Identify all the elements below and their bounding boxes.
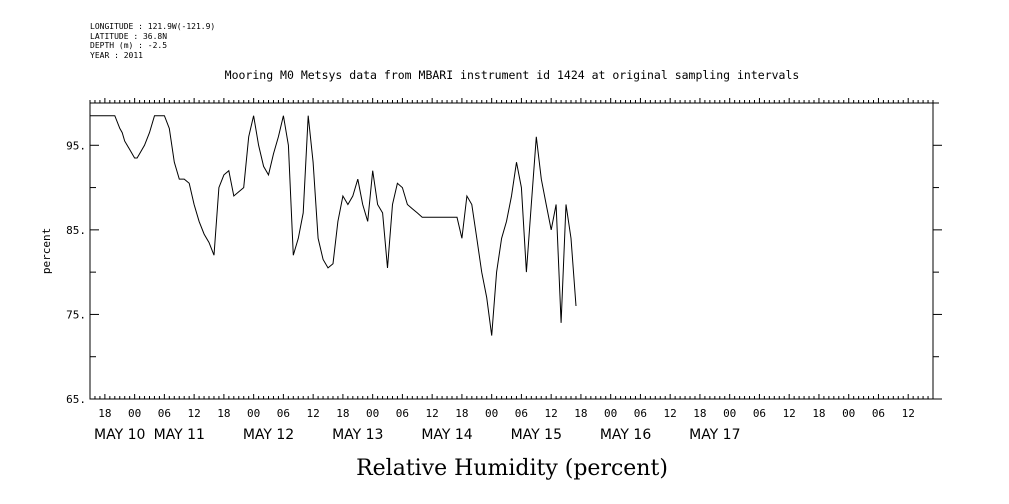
y-tick-label: 95. [66,139,86,152]
x-tick-label: 00 [366,407,379,420]
y-tick-label: 85. [66,224,86,237]
x-tick-label: 12 [545,407,558,420]
x-tick-label: 12 [783,407,796,420]
latitude-text: LATITUDE : 36.8N [90,31,168,41]
x-tick-label: 12 [426,407,439,420]
x-tick-label: 00 [247,407,260,420]
x-day-label: MAY 16 [600,427,651,443]
plot-frame [89,102,934,400]
y-tick-label: 75. [66,308,86,321]
x-tick-label: 00 [604,407,617,420]
x-day-label: MAY 17 [689,427,740,443]
x-tick-label: 06 [872,407,885,420]
x-day-label: MAY 12 [243,427,294,443]
x-day-label: MAY 10 [94,427,145,443]
x-tick-label: 18 [336,407,349,420]
y-axis-right [933,102,942,400]
x-axis: 18 00 06 12 18 00 06 12 18 00 06 12 18 00 06 12 18 00 06 12… [94,407,915,443]
x-tick-label: 00 [128,407,141,420]
x-tick-label: 12 [188,407,201,420]
x-day-label: MAY 15 [511,427,562,443]
depth-text: DEPTH (m) : -2.5 [90,41,168,50]
x-tick-label: 12 [307,407,320,420]
x-tick-label: 00 [723,407,736,420]
humidity-series-line [90,115,577,336]
x-tick-label: 18 [574,407,587,420]
x-day-label: MAY 13 [332,427,383,443]
x-day-label: MAY 14 [421,427,472,443]
y-axis-label: percent [40,228,53,274]
x-tick-label: 06 [515,407,528,420]
x-tick-label: 18 [455,407,468,420]
x-tick-label: 18 [98,407,111,420]
year-text: YEAR : 2011 [90,50,143,60]
longitude-text: LONGITUDE : 121.9W(-121.9) [90,22,216,31]
x-tick-label: 18 [217,407,230,420]
x-tick-label: 18 [812,407,825,420]
x-tick-label: 12 [664,407,677,420]
y-axis-left: 65. 75. 85. 95. [66,102,99,406]
x-tick-label: 06 [158,407,171,420]
x-day-label: MAY 11 [154,427,205,443]
x-tick-label: 06 [753,407,766,420]
x-tick-label: 00 [485,407,498,420]
x-tick-label: 18 [693,407,706,420]
y-tick-label: 65. [66,393,86,406]
x-tick-label: 06 [634,407,647,420]
x-tick-label: 12 [902,407,915,420]
chart-title: Mooring M0 Metsys data from MBARI instru… [225,68,800,82]
x-axis-label: Relative Humidity (percent) [356,456,668,481]
x-tick-label: 00 [842,407,855,420]
metadata-block: LONGITUDE : 121.9W(-121.9) LATITUDE : 36… [90,22,215,60]
x-tick-label: 06 [396,407,409,420]
x-minor-ticks-top [89,98,934,399]
x-tick-label: 06 [277,407,290,420]
